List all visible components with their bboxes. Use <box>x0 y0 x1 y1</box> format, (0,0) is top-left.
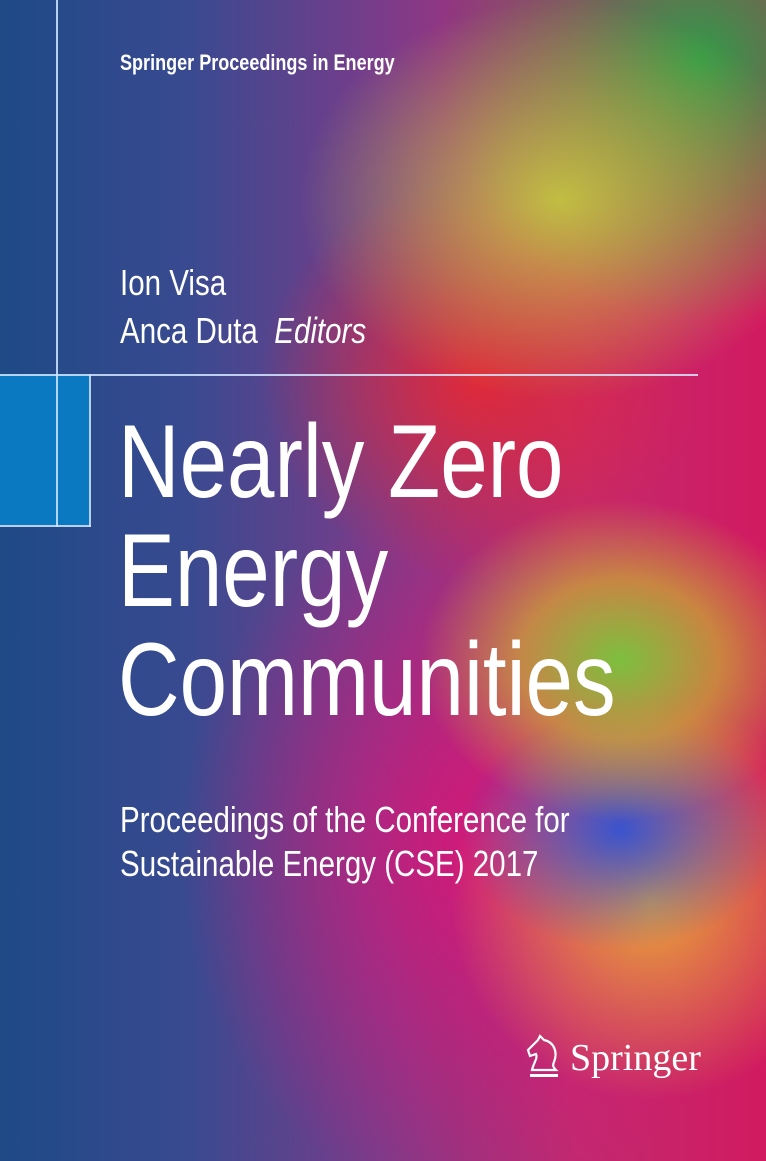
horizontal-rule-2 <box>0 525 91 527</box>
subtitle-line: Sustainable Energy (CSE) 2017 <box>120 843 539 884</box>
book-title: Nearly Zero Energy Communities <box>118 408 616 735</box>
publisher-logo: Springer <box>524 1034 701 1082</box>
editor-2-name: Anca Duta <box>120 310 258 351</box>
vertical-rule-2 <box>89 374 91 527</box>
editors-label: Editors <box>274 310 367 351</box>
subtitle-line: Proceedings of the Conference for <box>120 799 570 840</box>
title-line: Communities <box>118 622 616 738</box>
title-line: Nearly Zero <box>118 404 564 520</box>
vertical-rule <box>56 0 58 527</box>
horizontal-rule <box>0 374 698 376</box>
knight-icon <box>526 1034 559 1077</box>
series-name: Springer Proceedings in Energy <box>120 50 395 75</box>
subtitle: Proceedings of the Conference for Sustai… <box>120 798 570 886</box>
editor-1: Ion Visa <box>120 262 227 303</box>
publisher-name: Springer <box>570 1037 701 1079</box>
editor-2: Anca Duta Editors <box>120 310 366 352</box>
accent-block <box>0 375 89 525</box>
title-line: Energy <box>118 513 389 629</box>
